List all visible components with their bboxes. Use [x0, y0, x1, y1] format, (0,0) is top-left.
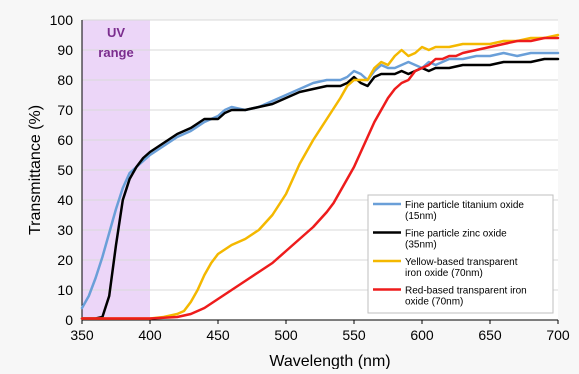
- y-axis-title: Transmittance (%): [27, 105, 44, 235]
- x-tick-label: 700: [546, 327, 570, 343]
- legend-box: [367, 194, 554, 314]
- x-tick-label: 500: [274, 327, 298, 343]
- legend-label: oxide (70nm): [405, 297, 463, 308]
- y-tick-label: 20: [57, 252, 73, 268]
- y-tick-label: 100: [50, 12, 74, 28]
- series-line: [80, 36, 560, 320]
- y-tick-label: 80: [57, 72, 73, 88]
- y-tick-label: 10: [57, 282, 73, 298]
- y-tick-label: 60: [57, 132, 73, 148]
- x-tick-label: 350: [70, 327, 94, 343]
- legend-label: Red-based transparent iron: [405, 286, 527, 297]
- y-tick-label: 90: [57, 42, 73, 58]
- legend-label: iron oxide (70nm): [405, 268, 483, 279]
- x-tick-label: 600: [410, 327, 434, 343]
- y-tick-label: 70: [57, 102, 73, 118]
- y-tick-label: 30: [57, 222, 73, 238]
- y-tick-label: 40: [57, 192, 73, 208]
- uv-range-label: range: [98, 45, 133, 60]
- legend-label: (35nm): [405, 240, 437, 251]
- x-tick-label: 650: [478, 327, 502, 343]
- legend-label: Yellow-based transparent: [405, 257, 518, 268]
- x-tick-label: 450: [206, 327, 230, 343]
- legend-label: (15nm): [405, 211, 437, 222]
- legend-label: Fine particle zinc oxide: [405, 229, 507, 240]
- x-axis-title: Wavelength (nm): [269, 353, 390, 369]
- series-line: [80, 57, 560, 320]
- series-line: [80, 33, 560, 320]
- legend-label: Fine particle titanium oxide: [405, 200, 524, 211]
- y-tick-label: 50: [57, 162, 73, 178]
- x-tick-label: 550: [342, 327, 366, 343]
- x-tick-label: 400: [138, 327, 162, 343]
- y-tick-label: 0: [65, 312, 73, 328]
- uv-range-label: UV: [107, 25, 125, 40]
